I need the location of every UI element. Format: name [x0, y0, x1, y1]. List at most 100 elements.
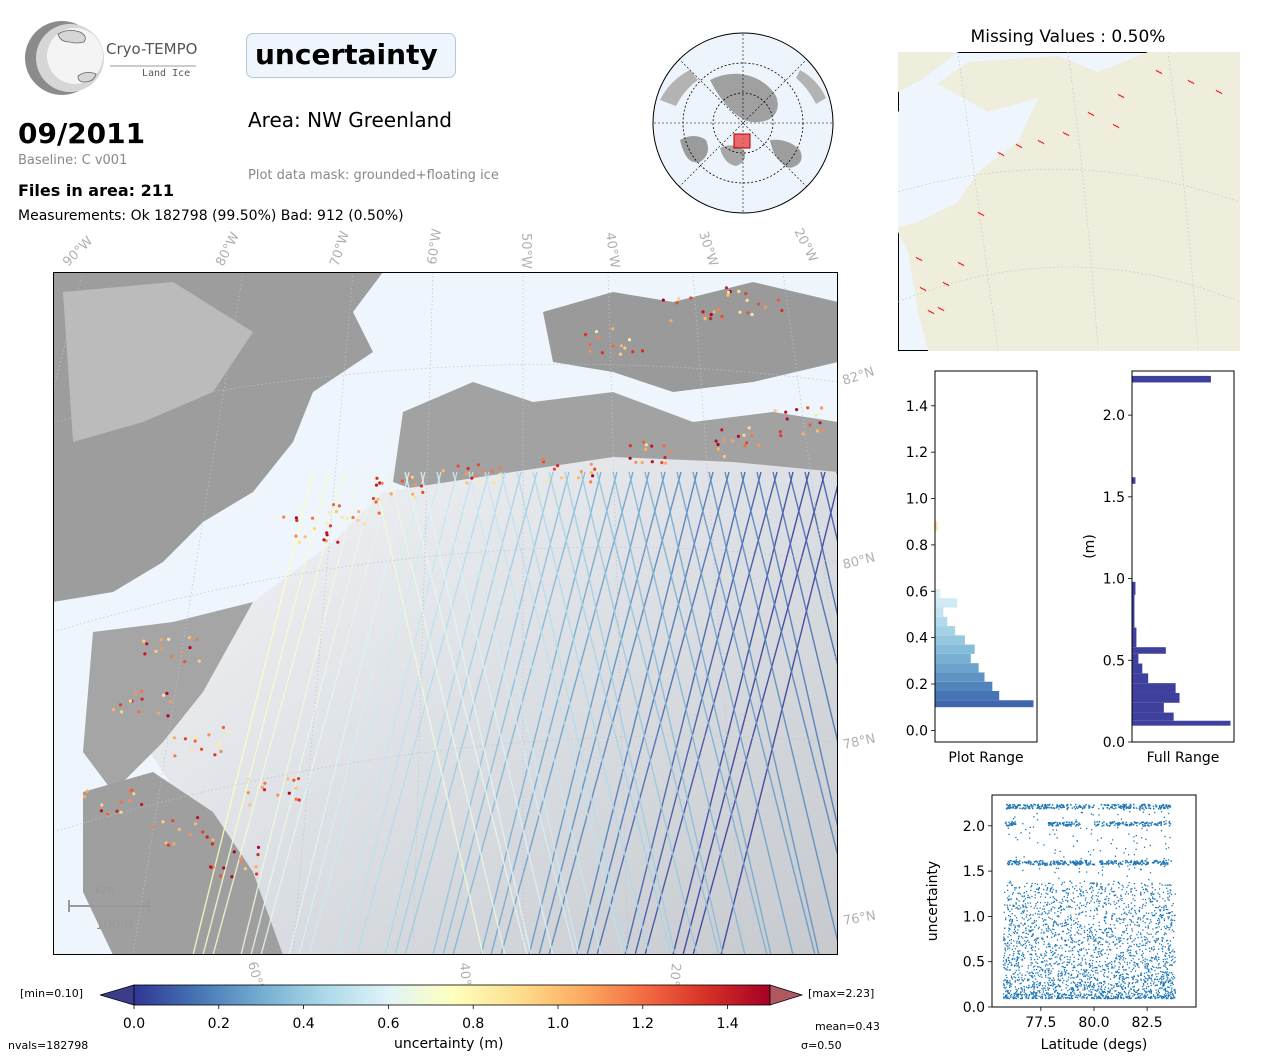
scatter-point — [1098, 808, 1100, 810]
scatter-point — [1112, 935, 1114, 937]
scatter-point — [1071, 973, 1073, 976]
scatter-point — [1147, 925, 1149, 927]
scatter-point — [1118, 961, 1120, 964]
histogram-bar — [935, 690, 1000, 701]
scatter-point — [1048, 958, 1050, 960]
ground-track — [756, 471, 838, 831]
coastal-measurement — [476, 463, 480, 467]
scatter-point — [1146, 983, 1149, 985]
scatter-point — [1132, 898, 1134, 900]
coastal-measurement — [552, 467, 556, 471]
scatter-point — [1165, 822, 1167, 825]
scatter-point — [1022, 959, 1024, 961]
scatter-point — [1082, 892, 1084, 894]
colorbar-tick-label: 0.0 — [123, 1016, 145, 1032]
scatter-point — [1132, 921, 1134, 923]
scatter-point — [1081, 959, 1084, 961]
scatter-point — [1089, 959, 1091, 961]
scatter-point — [1097, 989, 1099, 991]
scatter-point — [1063, 890, 1065, 892]
scatter-point — [1025, 862, 1028, 864]
scatter-point — [1070, 987, 1072, 989]
scatter-point — [1073, 982, 1075, 984]
scatter-point — [1024, 885, 1026, 888]
scatter-point — [1115, 971, 1117, 973]
scatter-point — [1167, 890, 1169, 892]
scatter-point — [1133, 840, 1135, 842]
scatter-point — [1059, 979, 1062, 981]
scatter-point — [1123, 804, 1125, 806]
scatter-point — [1087, 981, 1089, 983]
scatter-point — [1049, 862, 1052, 864]
scatter-point — [1167, 994, 1170, 996]
scatter-point — [1060, 807, 1063, 809]
scatter-point — [1031, 993, 1033, 995]
scatter-point — [1047, 964, 1049, 966]
coastal-measurement — [583, 333, 588, 337]
scatter-point — [1066, 955, 1068, 958]
scatter-point — [1069, 994, 1071, 996]
scatter-point — [1123, 902, 1125, 905]
scatter-point — [1151, 821, 1153, 824]
coastal-measurement — [143, 652, 147, 656]
missing-value-marker — [923, 288, 927, 292]
scatter-point — [1102, 905, 1104, 907]
scatter-point — [1097, 942, 1099, 944]
scatter-point — [1111, 961, 1113, 963]
scatter-point — [1053, 963, 1055, 965]
scatter-point — [1170, 923, 1172, 925]
scatter-point — [1127, 942, 1129, 944]
scatter-point — [1025, 993, 1027, 995]
scatter-point — [1140, 973, 1142, 975]
scatter-point — [1024, 898, 1027, 900]
scatter-point — [1018, 908, 1020, 910]
scatter-point — [1114, 803, 1116, 806]
scatter-point — [1069, 935, 1071, 937]
scatter-point — [1152, 915, 1154, 917]
scatter-point — [1002, 964, 1004, 966]
scatter-point — [1118, 939, 1120, 941]
scatter-point — [1035, 997, 1037, 999]
scatter-point — [1164, 954, 1166, 956]
scatter-point — [1009, 804, 1012, 806]
scatter-point — [1116, 902, 1118, 904]
missing-value-marker — [1089, 112, 1093, 116]
scatter-point — [1087, 862, 1090, 864]
scatter-point — [1015, 860, 1017, 863]
scatter-point — [1173, 951, 1175, 953]
missing-value-marker — [977, 211, 981, 215]
scatter-point — [1140, 868, 1142, 871]
scatter-point — [1043, 807, 1045, 810]
scatter-point — [1046, 930, 1048, 932]
scatter-point — [1148, 969, 1150, 971]
scatter-point — [1024, 922, 1026, 924]
scatter-point — [1164, 807, 1166, 809]
scatter-point — [1130, 888, 1132, 890]
scatter-point — [1015, 859, 1018, 861]
scatter-point — [1031, 946, 1033, 949]
scatter-point — [1045, 951, 1048, 954]
scatter-point — [1008, 882, 1010, 884]
scatter-point — [1023, 988, 1025, 990]
ground-track — [260, 471, 394, 955]
scatter-point — [1049, 896, 1051, 899]
scatter-point — [1070, 924, 1072, 926]
scatter-point — [1067, 807, 1070, 809]
scatter-point — [1081, 911, 1083, 914]
scatter-point — [1008, 895, 1010, 897]
scatter-point — [1047, 943, 1049, 946]
scatter-point — [1111, 931, 1114, 933]
scatter-point — [1068, 976, 1070, 978]
scatter-point — [1016, 940, 1018, 942]
scatter-xlabel: Latitude (degs) — [1041, 1037, 1148, 1053]
scatter-point — [1014, 977, 1017, 979]
coastal-measurement — [165, 691, 169, 695]
scatter-point — [1091, 996, 1094, 999]
scatter-point — [1036, 986, 1038, 989]
scatter-point — [1132, 823, 1135, 826]
scatter-point — [1017, 963, 1019, 965]
scatter-point — [1093, 915, 1095, 917]
scatter-point — [1015, 917, 1018, 919]
scatter-point — [1098, 888, 1100, 890]
scatter-point — [1088, 948, 1090, 950]
